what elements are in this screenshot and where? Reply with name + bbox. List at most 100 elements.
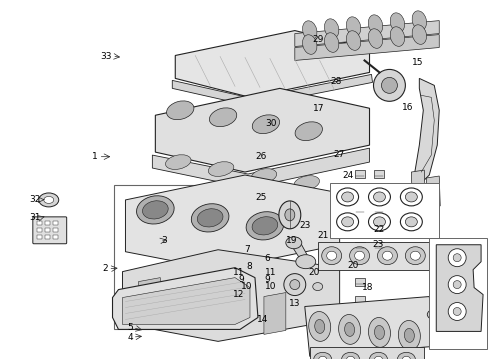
Text: 14: 14 — [257, 315, 269, 324]
Ellipse shape — [342, 192, 354, 202]
Ellipse shape — [404, 328, 415, 342]
Ellipse shape — [342, 352, 360, 360]
Ellipse shape — [405, 217, 417, 227]
Polygon shape — [288, 238, 310, 262]
Ellipse shape — [290, 280, 300, 289]
Ellipse shape — [337, 188, 359, 206]
FancyBboxPatch shape — [33, 217, 67, 244]
Ellipse shape — [284, 274, 306, 296]
Ellipse shape — [405, 192, 417, 202]
Ellipse shape — [39, 193, 59, 207]
Ellipse shape — [314, 352, 332, 360]
Text: 11: 11 — [233, 268, 244, 277]
Ellipse shape — [412, 11, 426, 30]
Bar — [37, 221, 42, 225]
Polygon shape — [415, 78, 439, 185]
Ellipse shape — [346, 31, 361, 50]
Text: 15: 15 — [412, 58, 423, 67]
Ellipse shape — [390, 13, 405, 32]
Text: 25: 25 — [256, 193, 267, 202]
Ellipse shape — [324, 33, 339, 52]
Text: 33: 33 — [101, 52, 112, 61]
Text: 27: 27 — [333, 150, 344, 159]
Bar — [37, 235, 42, 239]
Ellipse shape — [337, 213, 359, 231]
Bar — [374, 188, 385, 196]
Text: 18: 18 — [362, 283, 374, 292]
Polygon shape — [113, 268, 258, 329]
Text: 23: 23 — [372, 240, 383, 249]
Ellipse shape — [166, 155, 191, 170]
Ellipse shape — [373, 192, 386, 202]
Ellipse shape — [302, 21, 317, 40]
Ellipse shape — [355, 251, 365, 260]
Ellipse shape — [427, 310, 441, 319]
Text: 12: 12 — [233, 290, 244, 299]
Polygon shape — [295, 35, 439, 60]
Text: 28: 28 — [330, 77, 342, 86]
Bar — [355, 260, 365, 268]
Text: 17: 17 — [313, 104, 325, 113]
Text: 10: 10 — [265, 282, 276, 291]
Ellipse shape — [369, 352, 388, 360]
Polygon shape — [180, 283, 202, 324]
Ellipse shape — [279, 201, 301, 229]
Text: 11: 11 — [265, 268, 276, 277]
Ellipse shape — [448, 249, 466, 267]
Polygon shape — [222, 288, 244, 329]
Ellipse shape — [294, 176, 319, 190]
Polygon shape — [152, 148, 369, 188]
Bar — [355, 188, 365, 196]
Ellipse shape — [346, 356, 355, 360]
Text: 22: 22 — [373, 225, 384, 234]
Bar — [355, 224, 365, 232]
Text: 3: 3 — [161, 236, 167, 245]
Bar — [374, 224, 385, 232]
Text: 6: 6 — [265, 255, 270, 264]
Text: 4: 4 — [127, 333, 133, 342]
Ellipse shape — [400, 188, 422, 206]
Text: 31: 31 — [29, 213, 41, 222]
Ellipse shape — [382, 77, 397, 93]
Bar — [374, 206, 385, 214]
Ellipse shape — [313, 283, 323, 291]
Ellipse shape — [324, 19, 339, 39]
Ellipse shape — [346, 17, 361, 36]
Text: 21: 21 — [317, 231, 329, 240]
Ellipse shape — [309, 311, 331, 341]
Ellipse shape — [397, 352, 416, 360]
Bar — [355, 278, 365, 285]
Text: 9: 9 — [265, 275, 270, 284]
Ellipse shape — [44, 197, 54, 203]
Text: 26: 26 — [256, 152, 267, 161]
Ellipse shape — [296, 255, 316, 269]
Bar — [53, 228, 58, 232]
Polygon shape — [122, 250, 340, 341]
Ellipse shape — [246, 212, 284, 240]
Bar — [310, 347, 424, 360]
Ellipse shape — [398, 320, 420, 350]
Ellipse shape — [143, 201, 168, 219]
Text: 24: 24 — [343, 171, 354, 180]
Ellipse shape — [448, 302, 466, 320]
Ellipse shape — [209, 108, 237, 127]
Bar — [53, 221, 58, 225]
Ellipse shape — [368, 318, 391, 347]
Ellipse shape — [344, 323, 355, 336]
Text: 29: 29 — [312, 35, 324, 44]
Ellipse shape — [373, 217, 386, 227]
Bar — [330, 183, 439, 238]
Text: 10: 10 — [241, 282, 252, 291]
Text: 1: 1 — [92, 152, 98, 161]
Ellipse shape — [302, 35, 317, 54]
Ellipse shape — [252, 217, 278, 235]
Ellipse shape — [405, 247, 425, 265]
Ellipse shape — [197, 209, 223, 227]
Polygon shape — [175, 31, 369, 97]
Ellipse shape — [368, 15, 383, 35]
Text: 19: 19 — [286, 237, 298, 246]
Bar — [45, 221, 50, 225]
Ellipse shape — [368, 213, 391, 231]
Ellipse shape — [339, 315, 361, 344]
Text: 30: 30 — [265, 119, 277, 128]
